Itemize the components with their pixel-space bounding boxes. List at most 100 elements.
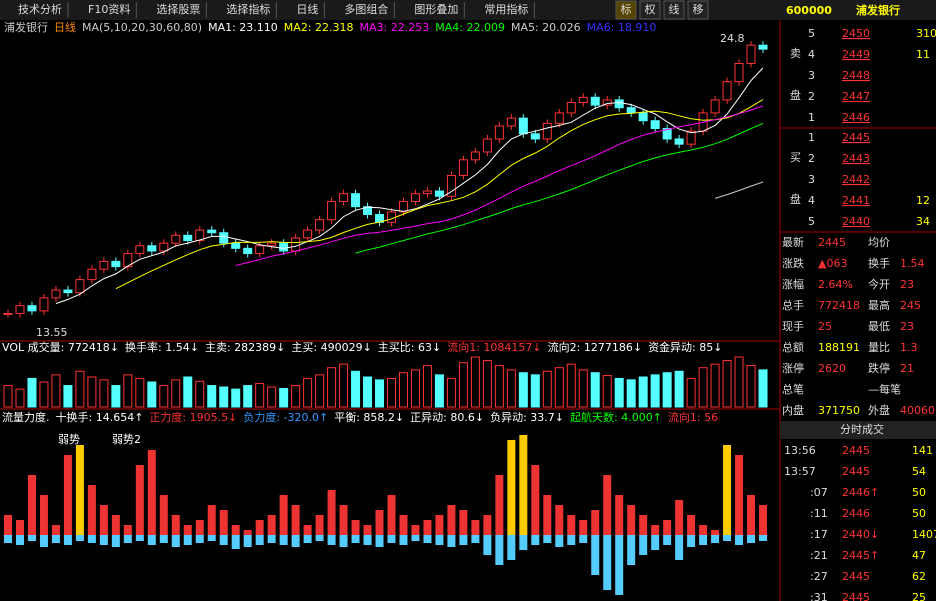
- candle: [542, 122, 552, 140]
- book-level: 4: [808, 48, 815, 61]
- flow-bar: [303, 535, 312, 543]
- candle: [87, 268, 97, 281]
- volume-bar: [63, 385, 73, 408]
- flow-bar: [423, 520, 432, 535]
- book-level: 3: [808, 173, 815, 186]
- candle: [327, 200, 337, 221]
- tool-button-label[interactable]: 移: [693, 3, 704, 16]
- quote-cell: 最新: [782, 235, 804, 249]
- volume-bar: [674, 370, 684, 408]
- volume-bar: [638, 376, 648, 408]
- flow-bar: [459, 510, 468, 535]
- menu-label[interactable]: 选择股票: [156, 2, 200, 16]
- candle: [219, 232, 229, 244]
- flow-bar: [111, 535, 120, 547]
- book-level: 1: [808, 111, 815, 124]
- candle: [303, 229, 313, 239]
- volume-bar: [15, 388, 25, 408]
- candle: [339, 193, 349, 202]
- flow-bar: [675, 535, 684, 560]
- menu-button[interactable]: [470, 2, 475, 18]
- volume-bar: [734, 356, 744, 408]
- quote-cell: 总额: [782, 340, 804, 354]
- flow-bar: [471, 535, 480, 543]
- flow-bar: [519, 435, 528, 535]
- volume-bar: [51, 374, 61, 408]
- tool-button[interactable]: [687, 0, 709, 20]
- menu-label[interactable]: F10资料: [88, 2, 130, 16]
- volume-bar: [351, 370, 361, 408]
- volume-bar: [207, 385, 217, 408]
- volume-bar: [530, 374, 540, 408]
- quote-cell: 跌停: [868, 361, 890, 375]
- quote-cell: 涨停: [782, 361, 804, 375]
- menu-label[interactable]: 常用指标: [484, 2, 528, 16]
- flow-bar: [411, 525, 420, 535]
- flow-bar: [339, 505, 348, 535]
- tick-volume: 62: [912, 570, 926, 583]
- tool-button-label[interactable]: 线: [669, 2, 680, 16]
- flow-bar: [147, 535, 156, 545]
- flow-bar: [339, 535, 348, 547]
- flow-bar: [231, 525, 240, 535]
- menu-button[interactable]: [400, 2, 405, 18]
- volume-bar: [279, 387, 289, 408]
- flow-bar: [243, 535, 252, 547]
- menu-label[interactable]: 日线: [296, 2, 318, 16]
- menu-button[interactable]: [330, 2, 335, 18]
- tool-button-label[interactable]: 标: [621, 2, 632, 16]
- tool-button[interactable]: [663, 0, 685, 20]
- tool-button[interactable]: [639, 0, 661, 20]
- volume-bar: [375, 379, 385, 408]
- volume-label: 换手率: 1.54↓: [125, 340, 199, 354]
- volume-label: 资金异动: 85↓: [648, 340, 722, 354]
- flow-bar: [651, 535, 660, 550]
- candle: [734, 62, 744, 83]
- flow-bar: [543, 495, 552, 535]
- flow-bar: [447, 505, 456, 535]
- candle: [183, 234, 193, 242]
- volume-bar: [327, 367, 337, 408]
- menu-button[interactable]: [212, 2, 217, 18]
- candle: [315, 219, 325, 231]
- menu-label[interactable]: 多图组合: [344, 2, 388, 16]
- candle: [422, 190, 432, 195]
- quote-cell: 1.3: [900, 341, 918, 354]
- flow-bar: [759, 535, 768, 541]
- flow-bar: [195, 535, 204, 543]
- flow-bar: [159, 535, 168, 543]
- flow-bar: [759, 505, 768, 535]
- quote-cell: 量比: [868, 341, 890, 354]
- menu-label[interactable]: 图形叠加: [414, 3, 458, 16]
- volume-label: 流向1: 1084157↓: [447, 340, 541, 354]
- volume-bar: [387, 377, 396, 408]
- menu-label[interactable]: 技术分析: [18, 2, 62, 16]
- volume-bar: [686, 377, 696, 408]
- tool-button-label[interactable]: 权: [645, 3, 656, 16]
- menu-button[interactable]: [282, 2, 287, 18]
- tick-price: 2440↓: [842, 528, 879, 541]
- book-volume: 12: [916, 194, 930, 207]
- flow-bar: [603, 475, 612, 535]
- candle: [518, 117, 528, 135]
- tool-button[interactable]: [615, 0, 637, 20]
- menu-button[interactable]: [4, 2, 8, 18]
- flow-bar: [711, 530, 720, 535]
- book-price: 2446: [842, 111, 870, 124]
- indicator-label: MA3: 22.253: [360, 21, 430, 34]
- flow-bar: [327, 535, 336, 545]
- flow-bar: [123, 525, 132, 535]
- flow-bar: [15, 520, 24, 535]
- flow-label: 负力度: -320.0↑: [243, 410, 328, 424]
- candle: [195, 229, 205, 242]
- menu-label[interactable]: 选择指标: [226, 2, 270, 16]
- indicator-label: MA5: 20.026: [511, 21, 581, 34]
- quote-cell: 1.54: [900, 257, 925, 270]
- quote-cell: 最低: [868, 320, 890, 333]
- tick-volume: 50: [912, 507, 926, 520]
- volume-label: 主买: 490029↓: [291, 341, 371, 354]
- menu-button[interactable]: [74, 2, 78, 18]
- menu-button[interactable]: [142, 2, 147, 18]
- tick-time: :11: [810, 507, 828, 520]
